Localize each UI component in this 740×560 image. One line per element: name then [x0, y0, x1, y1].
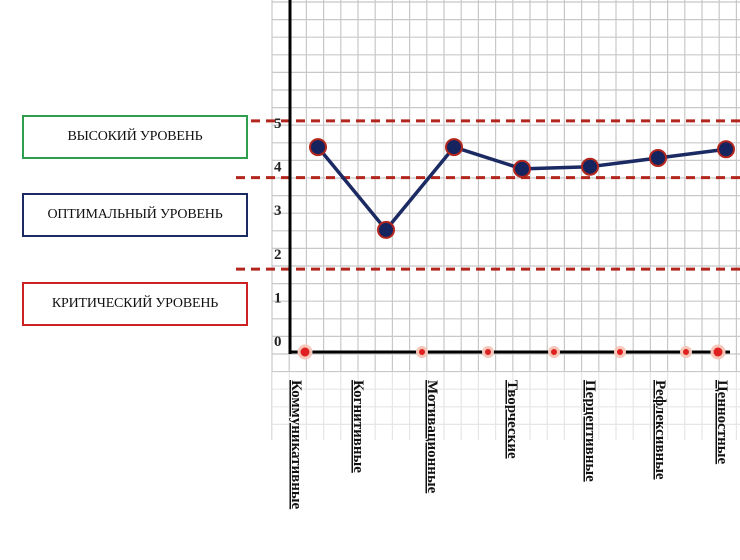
baseline-marker	[482, 346, 494, 358]
axes	[288, 0, 730, 360]
data-point	[445, 138, 463, 157]
x-tick-label: Перцептивные	[582, 380, 598, 482]
tick-labels: 0 1 2 3 4 5 Коммуникативные Когнитивные Мотиваци…	[274, 116, 730, 510]
legend-high-label: ВЫСОКИЙ УРОВЕНЬ	[67, 129, 203, 144]
data-point	[649, 148, 667, 167]
y-tick-label: 2	[274, 247, 282, 263]
data-point	[309, 138, 327, 157]
legend-optimal-level: ОПТИМАЛЬНЫЙ УРОВЕНЬ	[22, 193, 248, 237]
data-point	[377, 220, 395, 239]
data-point	[581, 157, 599, 176]
x-tick-label: Рефлексивные	[652, 380, 668, 480]
x-tick-label: Творческие	[504, 380, 520, 459]
x-tick-label: Ценностные	[714, 380, 730, 464]
legend-optimal-label: ОПТИМАЛЬНЫЙ УРОВЕНЬ	[47, 207, 223, 222]
y-tick-label: 1	[274, 290, 282, 306]
grid	[271, 0, 740, 560]
baseline-marker	[710, 344, 726, 360]
baseline-marker	[548, 346, 560, 358]
series	[309, 138, 735, 239]
baseline-marker	[614, 346, 626, 358]
data-point	[717, 140, 735, 159]
x-tick-label: Когнитивные	[350, 380, 366, 473]
label-background	[272, 372, 740, 560]
y-tick-label: 3	[274, 203, 282, 219]
y-tick-label: 0	[274, 334, 282, 350]
baseline-marker	[297, 344, 313, 360]
y-tick-label: 4	[274, 160, 282, 176]
data-point	[513, 159, 531, 178]
threshold-lines	[236, 119, 740, 271]
baseline-marker	[416, 346, 428, 358]
legend-critical-label: КРИТИЧЕСКИЙ УРОВЕНЬ	[51, 296, 219, 311]
y-tick-label: 5	[274, 116, 282, 132]
legend-critical-level: КРИТИЧЕСКИЙ УРОВЕНЬ	[22, 282, 248, 326]
baseline-marker	[680, 346, 692, 358]
x-tick-label: Мотивационные	[424, 380, 440, 494]
x-tick-label: Коммуникативные	[288, 380, 304, 510]
legend-high-level: ВЫСОКИЙ УРОВЕНЬ	[22, 115, 248, 159]
